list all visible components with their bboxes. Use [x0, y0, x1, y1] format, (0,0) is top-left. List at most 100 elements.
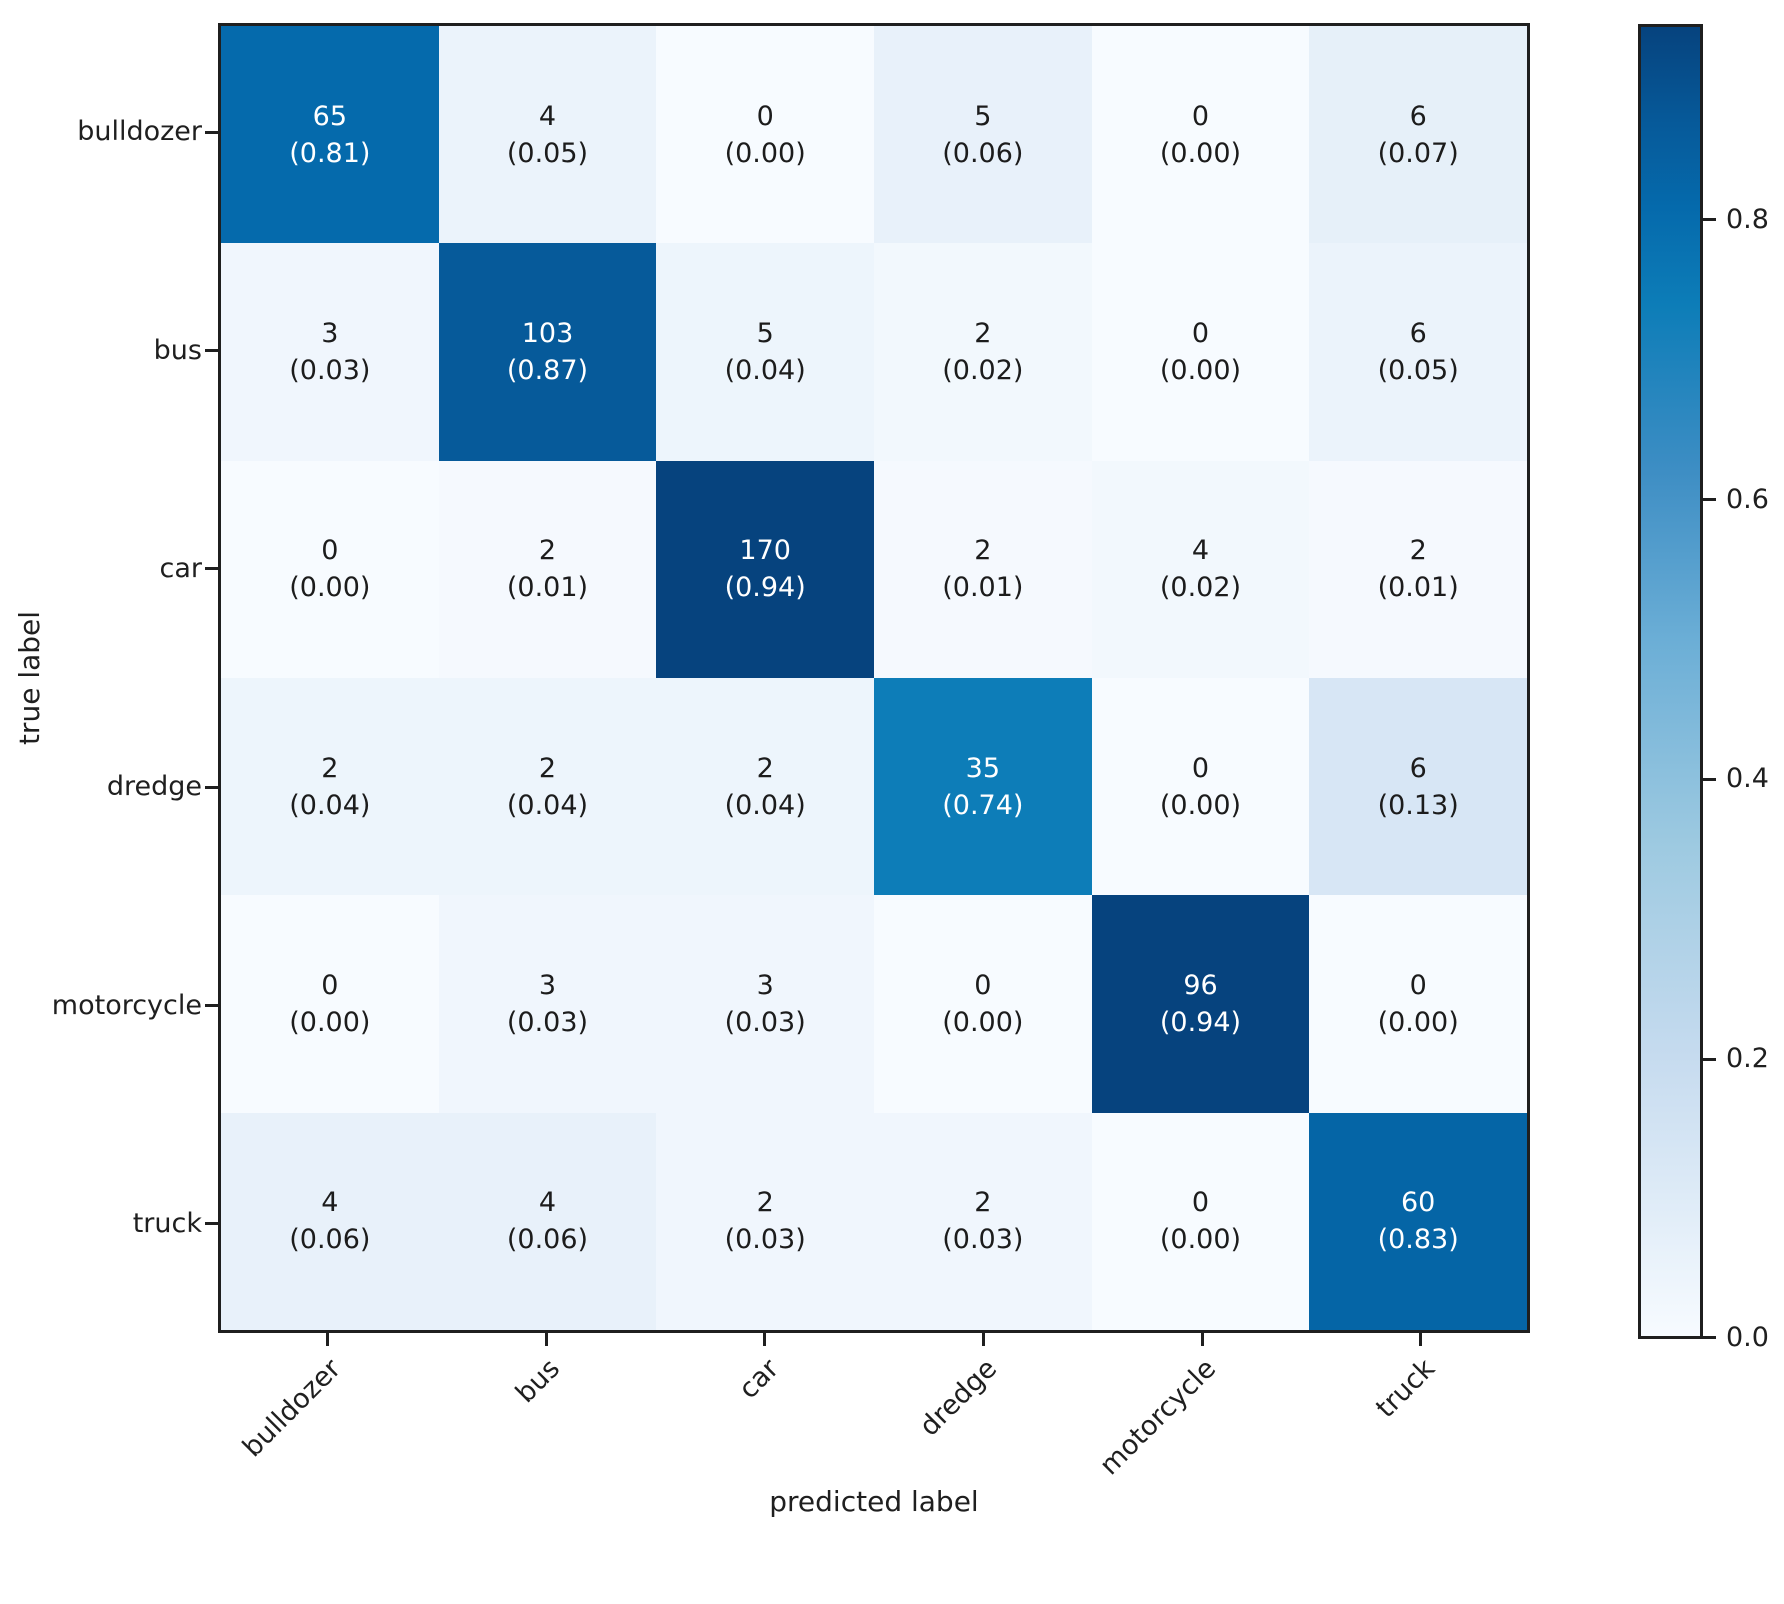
cell-proportion: (0.07) [1377, 137, 1459, 169]
cell-proportion: (0.06) [942, 137, 1024, 169]
cell-count: 0 [1191, 752, 1210, 784]
y-ticklabel-bus: bus [153, 334, 202, 366]
cell-count: 6 [1409, 317, 1427, 349]
colorbar-tickmark [1703, 1336, 1716, 1339]
cell-proportion: (0.00) [1159, 1224, 1242, 1256]
heatmap-grid: 65 (0.81) 4 (0.05) 0 (0.00) 5 (0.06) 0 (0.00) 6 (0.… [218, 23, 1530, 1333]
matrix-cell-motorcycle-dredge: 0 (0.00) [874, 895, 1092, 1113]
cell-count: 3 [538, 969, 557, 1001]
cell-count: 2 [974, 317, 992, 349]
cell-count: 2 [756, 752, 774, 784]
colorbar-ticklabel-0.0: 0.0 [1726, 1321, 1769, 1353]
x-tickmark [325, 1333, 329, 1346]
matrix-cell-bus-bulldozer: 3 (0.03) [221, 243, 439, 461]
x-ticklabel-motorcycle: motorcycle [1093, 1353, 1223, 1482]
matrix-cell-bulldozer-truck: 6 (0.07) [1309, 26, 1527, 244]
matrix-cell-truck-car: 2 (0.03) [656, 1112, 874, 1330]
cell-count: 2 [321, 752, 339, 784]
y-ticklabel-dredge: dredge [106, 771, 202, 803]
cell-proportion: (0.02) [1159, 572, 1242, 604]
matrix-cell-bulldozer-car: 0 (0.00) [656, 26, 874, 244]
matrix-cell-bus-bus: 103 (0.87) [438, 243, 657, 461]
matrix-cell-dredge-motorcycle: 0 (0.00) [1091, 677, 1310, 896]
cell-proportion: (0.03) [942, 1224, 1024, 1256]
cell-count: 5 [756, 317, 774, 349]
cell-count: 2 [538, 535, 557, 567]
colorbar-ticklabel-0.4: 0.4 [1726, 763, 1769, 795]
cell-count: 2 [974, 1187, 992, 1219]
cell-proportion: (0.00) [942, 1006, 1024, 1038]
cell-proportion: (0.04) [724, 789, 806, 821]
colorbar-ticklabel-0.8: 0.8 [1726, 203, 1769, 235]
colorbar-tickmark [1703, 498, 1716, 502]
cell-proportion: (0.04) [724, 354, 806, 386]
cell-proportion: (0.01) [1377, 572, 1459, 604]
cell-proportion: (0.00) [289, 1006, 371, 1038]
y-ticklabel-motorcycle: motorcycle [51, 989, 202, 1021]
matrix-cell-car-bus: 2 (0.01) [438, 460, 657, 678]
cell-proportion: (0.06) [506, 1224, 589, 1256]
cell-count: 4 [1191, 535, 1210, 567]
matrix-cell-dredge-truck: 6 (0.13) [1309, 677, 1527, 896]
cell-count: 96 [1183, 969, 1218, 1001]
y-tickmark [205, 1222, 218, 1226]
y-tickmark [205, 785, 218, 789]
matrix-cell-dredge-bus: 2 (0.04) [438, 677, 657, 896]
matrix-cell-car-car: 170 (0.94) [656, 460, 874, 678]
matrix-cell-dredge-car: 2 (0.04) [656, 677, 874, 896]
cell-count: 6 [1409, 752, 1427, 784]
cell-count: 0 [974, 969, 992, 1001]
matrix-cell-bus-truck: 6 (0.05) [1309, 243, 1527, 461]
cell-proportion: (0.74) [942, 789, 1024, 821]
y-ticklabel-bulldozer: bulldozer [77, 116, 202, 148]
x-ticklabel-car: car [732, 1353, 785, 1406]
colorbar-tickmark [1703, 777, 1716, 781]
cell-proportion: (0.03) [724, 1224, 806, 1256]
cell-count: 0 [1191, 1187, 1210, 1219]
x-tickmark [1419, 1333, 1423, 1346]
x-axis-title: predicted label [769, 1485, 979, 1518]
matrix-cell-truck-motorcycle: 0 (0.00) [1091, 1112, 1310, 1330]
x-ticklabel-bulldozer: bulldozer [237, 1353, 348, 1464]
cell-proportion: (0.06) [289, 1224, 371, 1256]
cell-proportion: (0.03) [724, 1006, 806, 1038]
cell-count: 60 [1400, 1187, 1436, 1219]
y-tickmark [205, 1004, 218, 1007]
colorbar [1638, 24, 1703, 1339]
x-tickmark [763, 1333, 767, 1346]
colorbar-tickmark [1703, 218, 1716, 222]
matrix-cell-dredge-bulldozer: 2 (0.04) [221, 677, 439, 896]
cell-proportion: (0.94) [724, 572, 806, 604]
matrix-cell-bulldozer-dredge: 5 (0.06) [874, 26, 1092, 244]
cell-proportion: (0.83) [1377, 1224, 1459, 1256]
cell-count: 4 [321, 1187, 339, 1219]
cell-proportion: (0.01) [942, 572, 1024, 604]
cell-proportion: (0.13) [1377, 789, 1459, 821]
x-ticklabel-dredge: dredge [914, 1353, 1004, 1443]
y-tickmark [205, 567, 218, 571]
x-ticklabel-truck: truck [1369, 1353, 1441, 1425]
y-ticklabel-car: car [159, 552, 203, 584]
cell-proportion: (0.05) [506, 137, 589, 169]
matrix-cell-bulldozer-motorcycle: 0 (0.00) [1091, 26, 1310, 244]
cell-proportion: (0.01) [506, 572, 589, 604]
cell-count: 2 [538, 752, 557, 784]
matrix-cell-truck-bulldozer: 4 (0.06) [221, 1112, 439, 1330]
cell-count: 0 [1191, 100, 1210, 132]
matrix-cell-bus-car: 5 (0.04) [656, 243, 874, 461]
cell-count: 2 [756, 1187, 774, 1219]
cell-proportion: (0.94) [1159, 1006, 1242, 1038]
matrix-cell-truck-dredge: 2 (0.03) [874, 1112, 1092, 1330]
cell-proportion: (0.00) [1159, 137, 1242, 169]
y-tickmark [205, 130, 218, 134]
cell-proportion: (0.03) [506, 1006, 589, 1038]
cell-proportion: (0.02) [942, 354, 1024, 386]
cell-proportion: (0.81) [289, 137, 371, 169]
x-tickmark [544, 1333, 548, 1346]
matrix-cell-motorcycle-bus: 3 (0.03) [438, 895, 657, 1113]
cell-count: 3 [321, 317, 339, 349]
cell-proportion: (0.00) [289, 572, 371, 604]
colorbar-ticklabel-0.2: 0.2 [1726, 1043, 1769, 1075]
matrix-cell-car-bulldozer: 0 (0.00) [221, 460, 439, 678]
cell-count: 4 [538, 1187, 557, 1219]
